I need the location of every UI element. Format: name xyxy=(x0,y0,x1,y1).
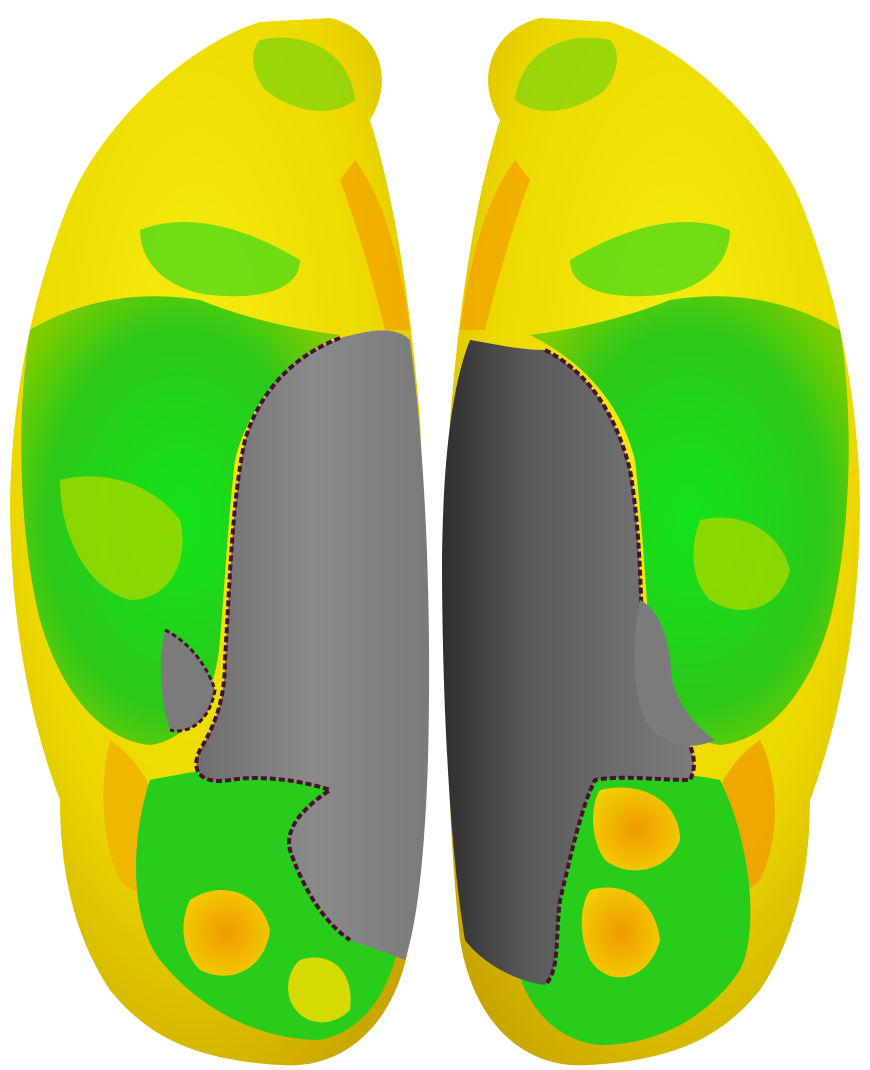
right-orange-ridge xyxy=(460,160,530,330)
right-grey-inlet xyxy=(634,600,715,746)
left-yellow-spot xyxy=(288,957,351,1023)
right-lime-patch xyxy=(693,517,790,610)
left-green-region xyxy=(21,296,341,745)
left-grey-inlet-boundary xyxy=(164,628,217,733)
left-green-upper xyxy=(140,221,300,297)
left-grey-inlet xyxy=(160,630,215,731)
left-lime-patch xyxy=(60,476,183,600)
right-orange-spot-2 xyxy=(581,887,660,978)
right-medial-wall xyxy=(442,340,694,985)
right-orange-spot xyxy=(593,787,680,871)
left-medial-boundary xyxy=(194,336,352,942)
left-orange-ridge xyxy=(340,160,410,330)
left-orange-spot xyxy=(183,890,270,976)
right-green-upper xyxy=(570,221,730,297)
right-hemisphere xyxy=(442,18,860,1066)
right-green-top xyxy=(515,37,617,111)
left-hemisphere xyxy=(10,18,430,1066)
left-green-top xyxy=(253,37,355,111)
right-green-region xyxy=(530,296,849,745)
left-medial-wall xyxy=(196,330,430,961)
